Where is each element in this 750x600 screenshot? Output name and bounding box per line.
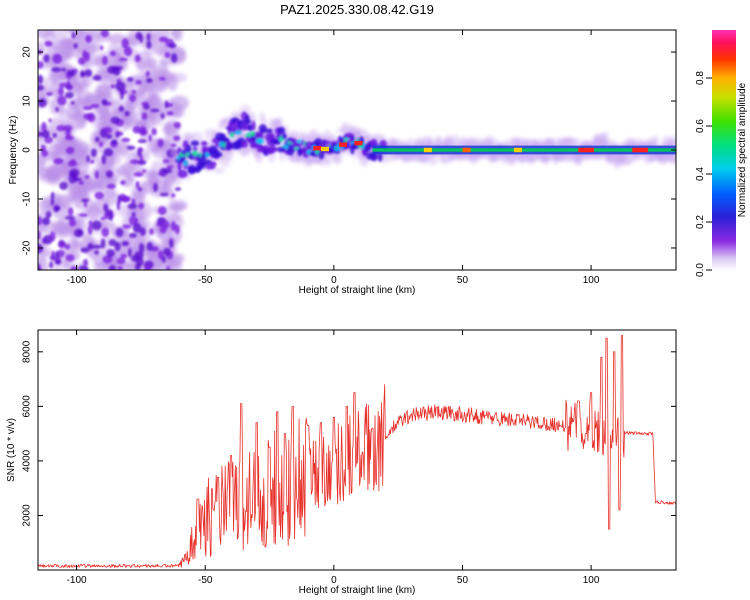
colorbar-tick-label: 0.2: [695, 215, 706, 229]
figure-title: PAZ1.2025.330.08.42.G19: [280, 2, 434, 17]
snr-frame: [37, 329, 677, 571]
snr-x-tick-label: -100: [67, 575, 87, 586]
spectrogram-y-label: Frequency (Hz): [8, 116, 19, 185]
snr-panel: -100 -50 0 50 100 2000 4000 6000 8000 Height of …: [6, 329, 677, 596]
colorbar-tick-label: 0.6: [695, 119, 706, 133]
colorbar-tick-label: 0.4: [695, 167, 706, 181]
colorbar-tick-label: 0.0: [695, 263, 706, 277]
spectrogram-y-tick-label: -20: [22, 240, 33, 255]
colorbar: 0.0 0.2 0.4 0.6 0.8 Normalized spectral ampl…: [695, 30, 748, 277]
spectrogram-x-label: Height of straight line (km): [299, 285, 416, 296]
spectrogram-x-tick-label: 0: [331, 275, 337, 286]
spectrogram-y-tick-label: 10: [22, 95, 33, 107]
snr-x-tick-label: -50: [198, 575, 213, 586]
spectrogram-x-tick-label: 50: [457, 275, 469, 286]
snr-y-tick-label: 4000: [22, 449, 33, 472]
snr-y-label: SNR (10 * v/v): [6, 418, 17, 482]
snr-x-tick-label: 0: [331, 575, 337, 586]
snr-x-label: Height of straight line (km): [299, 585, 416, 596]
snr-axes: -100 -50 0 50 100 2000 4000 6000 8000: [22, 330, 676, 586]
snr-x-tick-label: 100: [583, 575, 600, 586]
noise-speckle: [38, 30, 182, 270]
snr-x-tick-label: 50: [457, 575, 469, 586]
carrier-hotspots: [313, 140, 648, 153]
spectrogram-y-tick-label: 0: [22, 147, 33, 153]
snr-y-tick-label: 2000: [22, 504, 33, 527]
snr-y-tick-label: 6000: [22, 395, 33, 418]
colorbar-tick-label: 0.8: [695, 71, 706, 85]
spectrogram-x-tick-label: 100: [583, 275, 600, 286]
colorbar-gradient: [712, 30, 736, 270]
colorbar-ticks: 0.0 0.2 0.4 0.6 0.8: [695, 71, 712, 277]
carrier-core: [372, 148, 676, 152]
spectrogram-y-tick-label: -10: [22, 191, 33, 206]
spectrogram-y-tick-label: 20: [22, 46, 33, 58]
spectrogram-x-tick-label: -50: [198, 275, 213, 286]
colorbar-label: Normalized spectral amplitude: [737, 82, 748, 217]
spectrogram-x-tick-label: -100: [67, 275, 87, 286]
snr-y-tick-label: 8000: [22, 340, 33, 363]
spectrogram-heatmap: [38, 30, 676, 270]
snr-series-line: [38, 335, 676, 568]
